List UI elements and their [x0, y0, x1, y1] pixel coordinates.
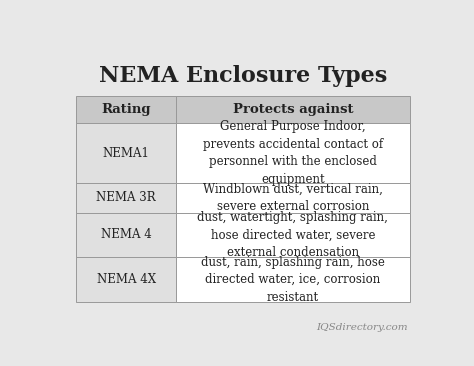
- Text: General Purpose Indoor,
prevents accidental contact of
personnel with the enclos: General Purpose Indoor, prevents acciden…: [203, 120, 383, 186]
- Text: NEMA 3R: NEMA 3R: [97, 191, 156, 204]
- Bar: [176, 183, 410, 213]
- Text: dust, watertight, splashing rain,
hose directed water, severe
external condensat: dust, watertight, splashing rain, hose d…: [198, 211, 388, 259]
- Text: Protects against: Protects against: [233, 103, 353, 116]
- Text: IQSdirectory.com: IQSdirectory.com: [316, 324, 408, 332]
- Bar: [76, 183, 176, 213]
- Bar: [76, 257, 176, 302]
- Bar: [76, 96, 176, 123]
- Bar: [76, 123, 176, 183]
- Text: NEMA1: NEMA1: [103, 146, 150, 160]
- Text: NEMA 4X: NEMA 4X: [97, 273, 156, 286]
- Bar: [176, 96, 410, 123]
- Bar: [176, 123, 410, 183]
- Text: dust, rain, splashing rain, hose
directed water, ice, corrosion
resistant: dust, rain, splashing rain, hose directe…: [201, 255, 385, 303]
- Text: NEMA Enclosure Types: NEMA Enclosure Types: [99, 66, 387, 87]
- Bar: [176, 213, 410, 257]
- Text: NEMA 4: NEMA 4: [101, 228, 152, 242]
- Bar: [76, 213, 176, 257]
- Text: Rating: Rating: [101, 103, 151, 116]
- Text: Windblown dust, vertical rain,
severe external corrosion: Windblown dust, vertical rain, severe ex…: [203, 182, 383, 213]
- Bar: [176, 257, 410, 302]
